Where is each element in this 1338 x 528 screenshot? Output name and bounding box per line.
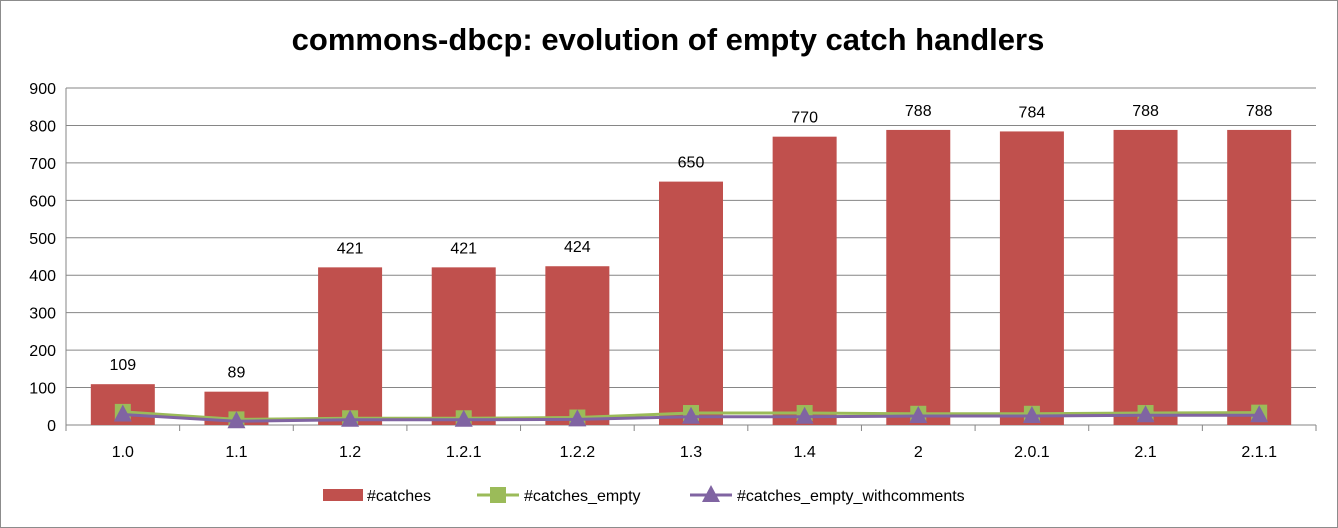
bar (659, 181, 723, 425)
line-point-triangle (795, 406, 814, 424)
y-tick-label: 500 (29, 231, 56, 248)
data-label: 421 (450, 240, 477, 257)
x-tick-label: 1.2 (339, 444, 361, 461)
line-point-triangle (454, 409, 473, 427)
data-label: 788 (1132, 103, 1159, 120)
bar (999, 131, 1064, 426)
line-point-square (490, 487, 506, 503)
axes: 0 100 200 300 400 500 600 700 800 900 1.0 1.1 1.2 1.2… (29, 81, 1317, 461)
line-point-triangle (568, 409, 587, 427)
x-tick-label: 1.2.1 (446, 444, 482, 461)
legend: #catches #catches_empty #catches_empty_wit… (323, 485, 965, 505)
y-tick-label: 0 (47, 418, 56, 435)
y-tick-label: 800 (29, 118, 56, 135)
data-label: 788 (905, 103, 932, 120)
data-labels: 109 89 421 421 424 650 770 788 784 788 788 (109, 103, 1272, 382)
legend-label: #catches (367, 488, 431, 505)
bar (1113, 129, 1178, 425)
y-tick-label: 600 (29, 193, 56, 210)
line-point-triangle (227, 411, 246, 429)
data-label: 424 (564, 239, 591, 256)
x-tick-label: 2.1 (1134, 444, 1156, 461)
x-tick-label: 1.1 (225, 444, 247, 461)
line-point-triangle (1136, 405, 1155, 423)
y-tick-label: 100 (29, 381, 56, 398)
line-series (113, 403, 1269, 429)
data-label: 650 (678, 155, 705, 172)
bar (318, 267, 383, 425)
data-label: 109 (109, 357, 136, 374)
line-point-triangle (1022, 406, 1041, 424)
y-tick-label: 700 (29, 156, 56, 173)
y-tick-label: 200 (29, 343, 56, 360)
x-tick-label: 2.0.1 (1014, 444, 1050, 461)
x-tick-label: 1.2.2 (560, 444, 596, 461)
line-point-triangle (702, 485, 720, 502)
y-tick-label: 400 (29, 268, 56, 285)
x-tick-label: 2.1.1 (1241, 444, 1277, 461)
line-point-triangle (113, 404, 132, 422)
bar (886, 129, 951, 425)
data-label: 421 (337, 240, 364, 257)
legend-label: #catches_empty (524, 488, 641, 505)
line-point-triangle (682, 406, 700, 424)
chart-title: commons-dbcp: evolution of empty catch h… (291, 22, 1045, 57)
bar (545, 266, 610, 425)
line-point-triangle (341, 409, 360, 427)
x-tick-label: 1.3 (680, 444, 702, 461)
data-label: 89 (228, 365, 246, 382)
bar (1227, 129, 1292, 425)
data-label: 784 (1019, 104, 1046, 121)
line-point-triangle (1250, 405, 1269, 423)
bar-series (90, 129, 1292, 426)
y-tick-label: 900 (29, 81, 56, 98)
x-tick-label: 1.0 (112, 444, 134, 461)
x-tick-label: 2 (914, 444, 923, 461)
data-label: 788 (1246, 103, 1273, 120)
legend-swatch (323, 489, 363, 501)
x-tick-label: 1.4 (794, 444, 816, 461)
bar (431, 267, 496, 425)
line-point-triangle (909, 406, 928, 424)
data-label: 770 (791, 110, 818, 127)
legend-label: #catches_empty_withcomments (737, 488, 965, 505)
y-tick-label: 300 (29, 306, 56, 323)
bar (772, 136, 837, 425)
